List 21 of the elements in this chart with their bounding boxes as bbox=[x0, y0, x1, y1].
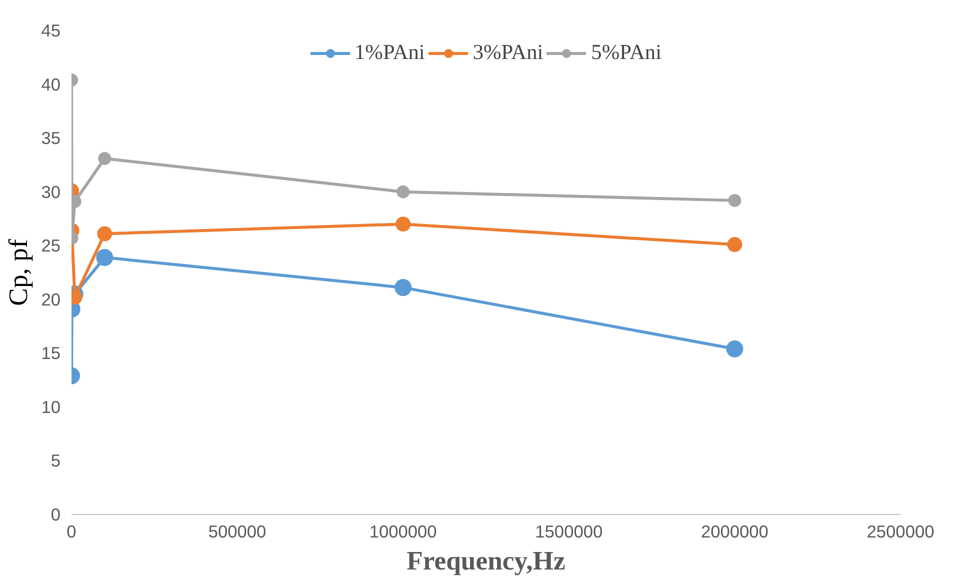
x-tick-label: 0 bbox=[66, 522, 76, 542]
y-axis-title: Cp, pf bbox=[3, 239, 34, 306]
x-tick-label: 500000 bbox=[208, 522, 266, 542]
x-tick-label: 2500000 bbox=[866, 522, 934, 542]
y-tick-label: 15 bbox=[41, 343, 61, 364]
x-tick-label: 1000000 bbox=[369, 522, 437, 542]
y-tick-label: 25 bbox=[41, 236, 61, 256]
x-tick-label: 2000000 bbox=[700, 522, 768, 542]
y-tick-label: 35 bbox=[41, 128, 61, 148]
y-tick-label: 10 bbox=[41, 396, 61, 417]
y-tick-label: 0 bbox=[50, 504, 61, 524]
legend-label: 3%PAni bbox=[472, 40, 544, 65]
legend-label: 1%PAni bbox=[354, 40, 425, 65]
y-tick-label: 40 bbox=[41, 74, 61, 94]
y-tick-label: 5 bbox=[50, 450, 61, 471]
y-tick-label: 45 bbox=[41, 20, 61, 40]
x-axis-title: Frequency,Hz bbox=[406, 546, 566, 576]
legend-label: 5%PAni bbox=[591, 40, 662, 65]
y-tick-label: 20 bbox=[41, 289, 61, 310]
y-tick-label: 30 bbox=[41, 182, 61, 202]
x-tick-label: 1500000 bbox=[535, 522, 603, 542]
